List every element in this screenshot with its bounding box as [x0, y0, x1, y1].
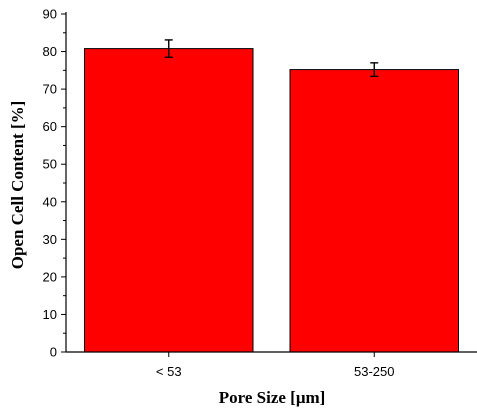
- y-tick-label-7: 70: [43, 82, 57, 97]
- y-tick-label-8: 80: [43, 44, 57, 59]
- y-tick-label-5: 50: [43, 157, 57, 172]
- x-tick-label-1: 53-250: [354, 364, 394, 379]
- y-tick-label-9: 90: [43, 7, 57, 22]
- y-tick-label-6: 60: [43, 119, 57, 134]
- error-bars-layer: [164, 39, 379, 78]
- y-tick-label-1: 10: [43, 307, 57, 322]
- ticks-layer: < 53 53-250 0 10 20 30 40 50 60 70 80 90: [43, 7, 395, 380]
- y-tick-label-3: 30: [43, 232, 57, 247]
- y-axis-title: Open Cell Content [%]: [8, 101, 27, 270]
- bar-0: [84, 48, 254, 353]
- bars-layer: [84, 48, 459, 353]
- x-axis-title: Pore Size [μm]: [219, 388, 326, 407]
- y-tick-label-2: 20: [43, 269, 57, 284]
- x-tick-label-0: < 53: [156, 364, 182, 379]
- y-tick-label-4: 40: [43, 194, 57, 209]
- y-tick-label-0: 0: [50, 345, 57, 360]
- bar-1: [289, 69, 459, 353]
